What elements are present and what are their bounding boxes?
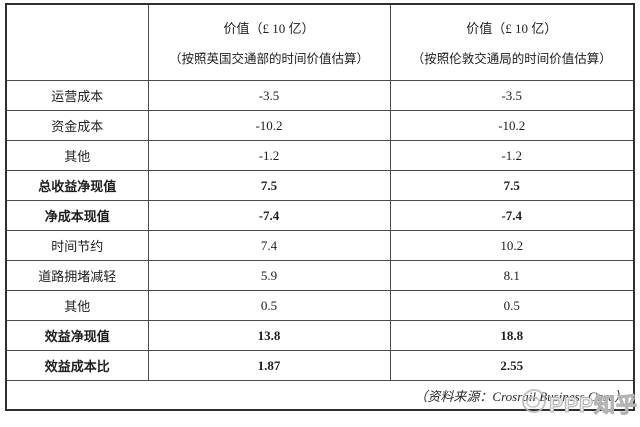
table-row: 运营成本 -3.5 -3.5 (5, 80, 635, 111)
table-header: 价值（£ 10 亿） （按照英国交通部的时间价值估算） 价值（£ 10 亿） （… (5, 3, 635, 81)
row-label: 效益净现值 (5, 320, 149, 351)
row-label: 总收益净现值 (5, 170, 149, 201)
row-value-tfl: 0.5 (389, 290, 635, 321)
source-note: （资料来源：Crosrail Business Case） (5, 380, 635, 411)
row-value-tfl: 2.55 (389, 350, 635, 381)
table-row: 总收益净现值 7.5 7.5 (5, 170, 635, 201)
row-value-dft: 7.5 (147, 170, 391, 201)
row-value-tfl: -3.5 (389, 80, 635, 111)
table-row: 时间节约 7.4 10.2 (5, 230, 635, 261)
header-dft-title: 价值（£ 10 亿） (223, 21, 315, 36)
table-row: 道路拥堵减轻 5.9 8.1 (5, 260, 635, 291)
header-tfl-title: 价值（£ 10 亿） (466, 21, 558, 36)
row-label: 道路拥堵减轻 (5, 260, 149, 291)
table-row: 其他 0.5 0.5 (5, 290, 635, 321)
header-col-tfl: 价值（£ 10 亿） （按照伦敦交通局的时间价值估算） (389, 3, 635, 81)
row-value-dft: 13.8 (147, 320, 391, 351)
row-value-dft: 7.4 (147, 230, 391, 261)
header-row: 价值（£ 10 亿） （按照英国交通部的时间价值估算） 价值（£ 10 亿） （… (5, 3, 635, 81)
row-value-dft: 5.9 (147, 260, 391, 291)
row-value-dft: -7.4 (147, 200, 391, 231)
row-value-dft: 1.87 (147, 350, 391, 381)
row-label: 效益成本比 (5, 350, 149, 381)
table-row: 其他 -1.2 -1.2 (5, 140, 635, 171)
header-dft-subtitle: （按照英国交通部的时间价值估算） (168, 52, 369, 66)
table-row: 资金成本 -10.2 -10.2 (5, 110, 635, 141)
row-value-dft: -3.5 (147, 80, 391, 111)
header-col-dft: 价值（£ 10 亿） （按照英国交通部的时间价值估算） (147, 3, 391, 81)
table-body: 运营成本 -3.5 -3.5 资金成本 -10.2 -10.2 其他 -1.2 … (5, 80, 635, 381)
table-row: 效益成本比 1.87 2.55 (5, 350, 635, 381)
crossrail-value-table: 价值（£ 10 亿） （按照英国交通部的时间价值估算） 价值（£ 10 亿） （… (5, 3, 635, 411)
row-value-dft: 0.5 (147, 290, 391, 321)
row-label: 其他 (5, 140, 149, 171)
header-tfl-subtitle: （按照伦敦交通局的时间价值估算） (411, 52, 612, 66)
row-value-tfl: 8.1 (389, 260, 635, 291)
row-label: 资金成本 (5, 110, 149, 141)
row-label: 其他 (5, 290, 149, 321)
row-value-tfl: -7.4 (389, 200, 635, 231)
row-value-tfl: 10.2 (389, 230, 635, 261)
header-empty-cell (5, 3, 149, 81)
row-label: 运营成本 (5, 80, 149, 111)
table-footer: （资料来源：Crosrail Business Case） (5, 380, 635, 411)
table-row: 效益净现值 13.8 18.8 (5, 320, 635, 351)
row-label: 时间节约 (5, 230, 149, 261)
row-value-tfl: 7.5 (389, 170, 635, 201)
row-value-tfl: 18.8 (389, 320, 635, 351)
row-value-tfl: -10.2 (389, 110, 635, 141)
row-value-dft: -1.2 (147, 140, 391, 171)
row-value-tfl: -1.2 (389, 140, 635, 171)
source-row: （资料来源：Crosrail Business Case） (5, 380, 635, 411)
table-row: 净成本现值 -7.4 -7.4 (5, 200, 635, 231)
row-label: 净成本现值 (5, 200, 149, 231)
row-value-dft: -10.2 (147, 110, 391, 141)
